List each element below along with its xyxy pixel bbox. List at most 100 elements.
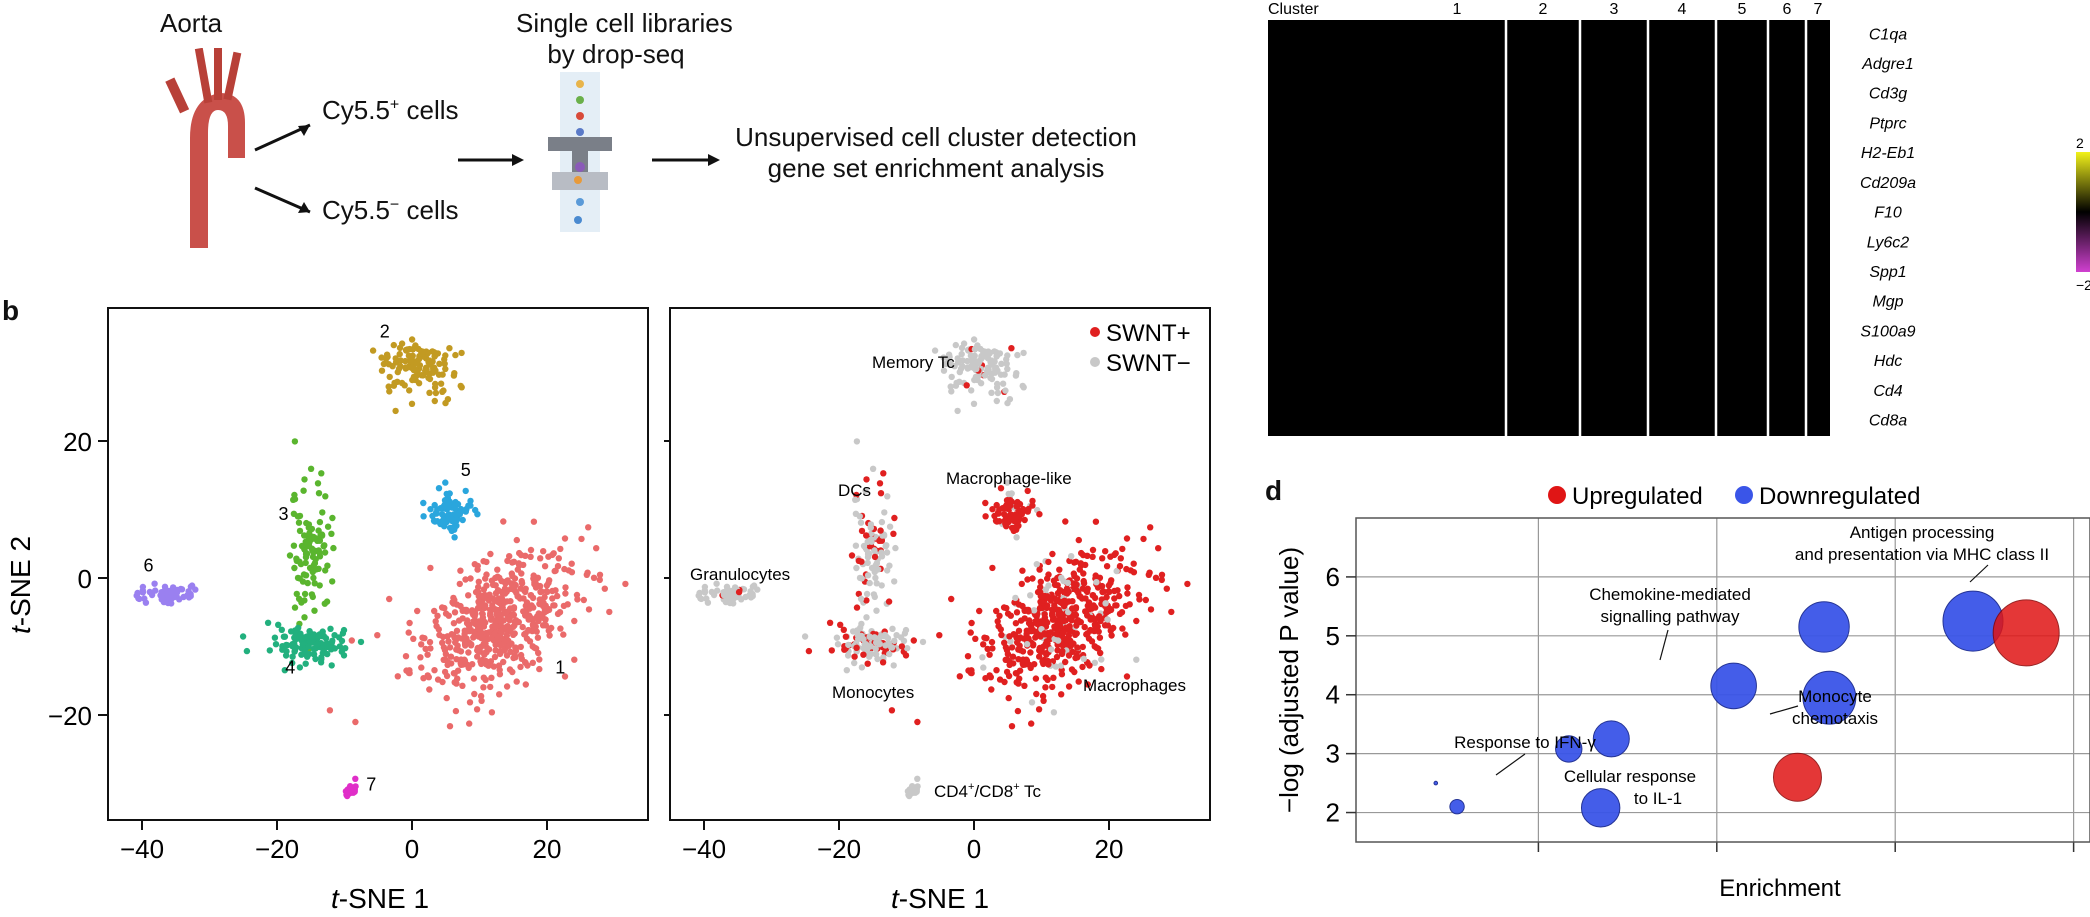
tsne-point-cluster-1: [506, 553, 513, 560]
cy-positive-label: Cy5.5+ cells: [322, 95, 459, 125]
tsne-point-swnt: [972, 373, 980, 381]
tsne-point-swnt: [888, 707, 896, 714]
tsne-point-swnt: [1091, 594, 1099, 602]
tsne-point-cluster-1: [571, 656, 578, 663]
tsne-point-cluster-1: [522, 585, 529, 592]
tsne-point-cluster-1: [436, 631, 443, 639]
tsne-point-swnt: [1036, 605, 1044, 612]
tsne-point-cluster-4: [281, 667, 288, 674]
tsne-point-swnt: [1010, 631, 1017, 638]
tsne-point-cluster-1: [549, 595, 556, 602]
tsne-point-cluster-2: [404, 364, 411, 371]
tsne-point-cluster-2: [457, 382, 464, 390]
tsne-point-swnt: [1012, 594, 1019, 602]
tsne-point-swnt: [977, 356, 985, 363]
tsne-point-swnt: [728, 587, 736, 595]
tsne-point-swnt: [900, 637, 908, 645]
tsne-point-swnt: [1068, 553, 1075, 560]
tsne-point-swnt: [998, 631, 1005, 639]
tsne-point-swnt: [826, 619, 834, 626]
tsne-point-cluster-4: [324, 650, 331, 658]
tsne-point-cluster-1: [560, 631, 567, 638]
tsne-point-swnt: [1124, 590, 1131, 597]
tsne-point-cluster-1: [498, 577, 505, 585]
tsne-point-swnt: [701, 587, 708, 594]
tsne-point-cluster-1: [518, 551, 525, 559]
cluster-label-4: 4: [285, 658, 295, 678]
tsne-point-swnt: [872, 645, 879, 653]
tsne-point-swnt: [853, 644, 860, 651]
tsne-point-cluster-1: [461, 657, 469, 664]
tsne-point-swnt: [1096, 634, 1104, 641]
tsne-point-cluster-1: [517, 643, 524, 651]
tsne-point-swnt: [1023, 641, 1031, 648]
tsne-point-cluster-1: [540, 548, 547, 555]
tsne-point-cluster-1: [410, 635, 417, 642]
tsne-point-cluster-3: [317, 532, 324, 539]
tsne-point-cluster-1: [442, 650, 450, 658]
analysis-label: Unsupervised cell cluster detection gene…: [735, 122, 1137, 183]
tsne-point-cluster-1: [519, 623, 526, 631]
tsne-point-swnt: [1122, 602, 1130, 610]
arrow-to-dropseq: [458, 154, 524, 166]
tsne-point-cluster-2: [385, 383, 392, 390]
tsne-point-cluster-4: [296, 664, 304, 671]
tsne-point-cluster-4: [299, 641, 306, 648]
tsne-point-cluster-1: [458, 661, 465, 668]
tsne-point-cluster-2: [452, 351, 459, 359]
tsne-point-swnt: [1089, 546, 1097, 554]
tsne-point-swnt: [1039, 692, 1047, 700]
tsne-point-cluster-1: [503, 632, 511, 639]
tsne-point-swnt: [853, 564, 860, 572]
tsne-point-swnt: [982, 513, 989, 520]
tsne-point-cluster-1: [514, 566, 521, 573]
tsne-point-swnt: [992, 364, 1000, 371]
tsne-point-cluster-1: [545, 553, 552, 560]
tsne-point-cluster-1: [530, 604, 537, 611]
tsne-point-cluster-1: [419, 634, 426, 641]
tsne-point-cluster-1: [427, 645, 434, 652]
tsne-point-swnt: [857, 624, 864, 631]
tsne-point-cluster-3: [324, 562, 331, 569]
gene-label-Mgp: Mgp: [1872, 294, 1903, 311]
tsne-point-cluster-1: [494, 566, 501, 573]
tsne-point-swnt: [863, 590, 871, 598]
tsne-point-swnt: [1015, 656, 1022, 663]
tsne-point-cluster-1: [496, 671, 504, 678]
tsne-point-swnt: [1036, 511, 1043, 518]
cluster-label-7: 7: [366, 775, 376, 795]
tsne-point-cluster-1: [402, 653, 410, 660]
tsne-point-cluster-2: [401, 382, 408, 389]
tsne-point-cluster-1: [554, 592, 561, 600]
tsne-point-cluster-3: [302, 549, 310, 557]
tsne-point-swnt: [1080, 577, 1087, 585]
tsne-point-swnt: [1002, 387, 1009, 394]
tsne-point-cluster-2: [441, 360, 448, 367]
tsne-point-cluster-2: [442, 399, 449, 407]
tsne-point-cluster-1: [534, 634, 542, 641]
tsne-point-swnt: [1003, 668, 1011, 676]
tsne-point-swnt: [858, 527, 866, 535]
tsne-point-swnt: [1025, 505, 1032, 513]
tsne-point-cluster-1: [452, 707, 460, 715]
xtick-label: 0: [405, 834, 419, 864]
tsne-point-swnt: [993, 349, 1000, 356]
tsne-point-swnt: [1002, 520, 1009, 527]
tsne-point-swnt: [1146, 569, 1153, 576]
tsne-point-cluster-1: [568, 569, 576, 576]
tsne-point-swnt: [1013, 609, 1021, 616]
tsne-point-swnt: [1103, 563, 1111, 570]
tsne-point-cluster-3: [296, 575, 303, 582]
tsne-point-cluster-2: [424, 349, 432, 356]
tsne-point-cluster-1: [480, 674, 487, 681]
bubble-upregulated: [1992, 599, 2060, 667]
tsne-point-swnt: [1004, 352, 1011, 359]
tsne-point-cluster-2: [426, 389, 433, 396]
annot-chemokine-leader: [1659, 629, 1669, 661]
tsne-point-cluster-4: [298, 651, 305, 658]
tsne-point-cluster-1: [483, 558, 490, 566]
tsne-point-swnt: [1080, 655, 1088, 662]
tsne-point-cluster-1: [503, 683, 511, 690]
cluster-label-5: 5: [461, 460, 471, 480]
tsne-point-cluster-2: [419, 348, 427, 355]
